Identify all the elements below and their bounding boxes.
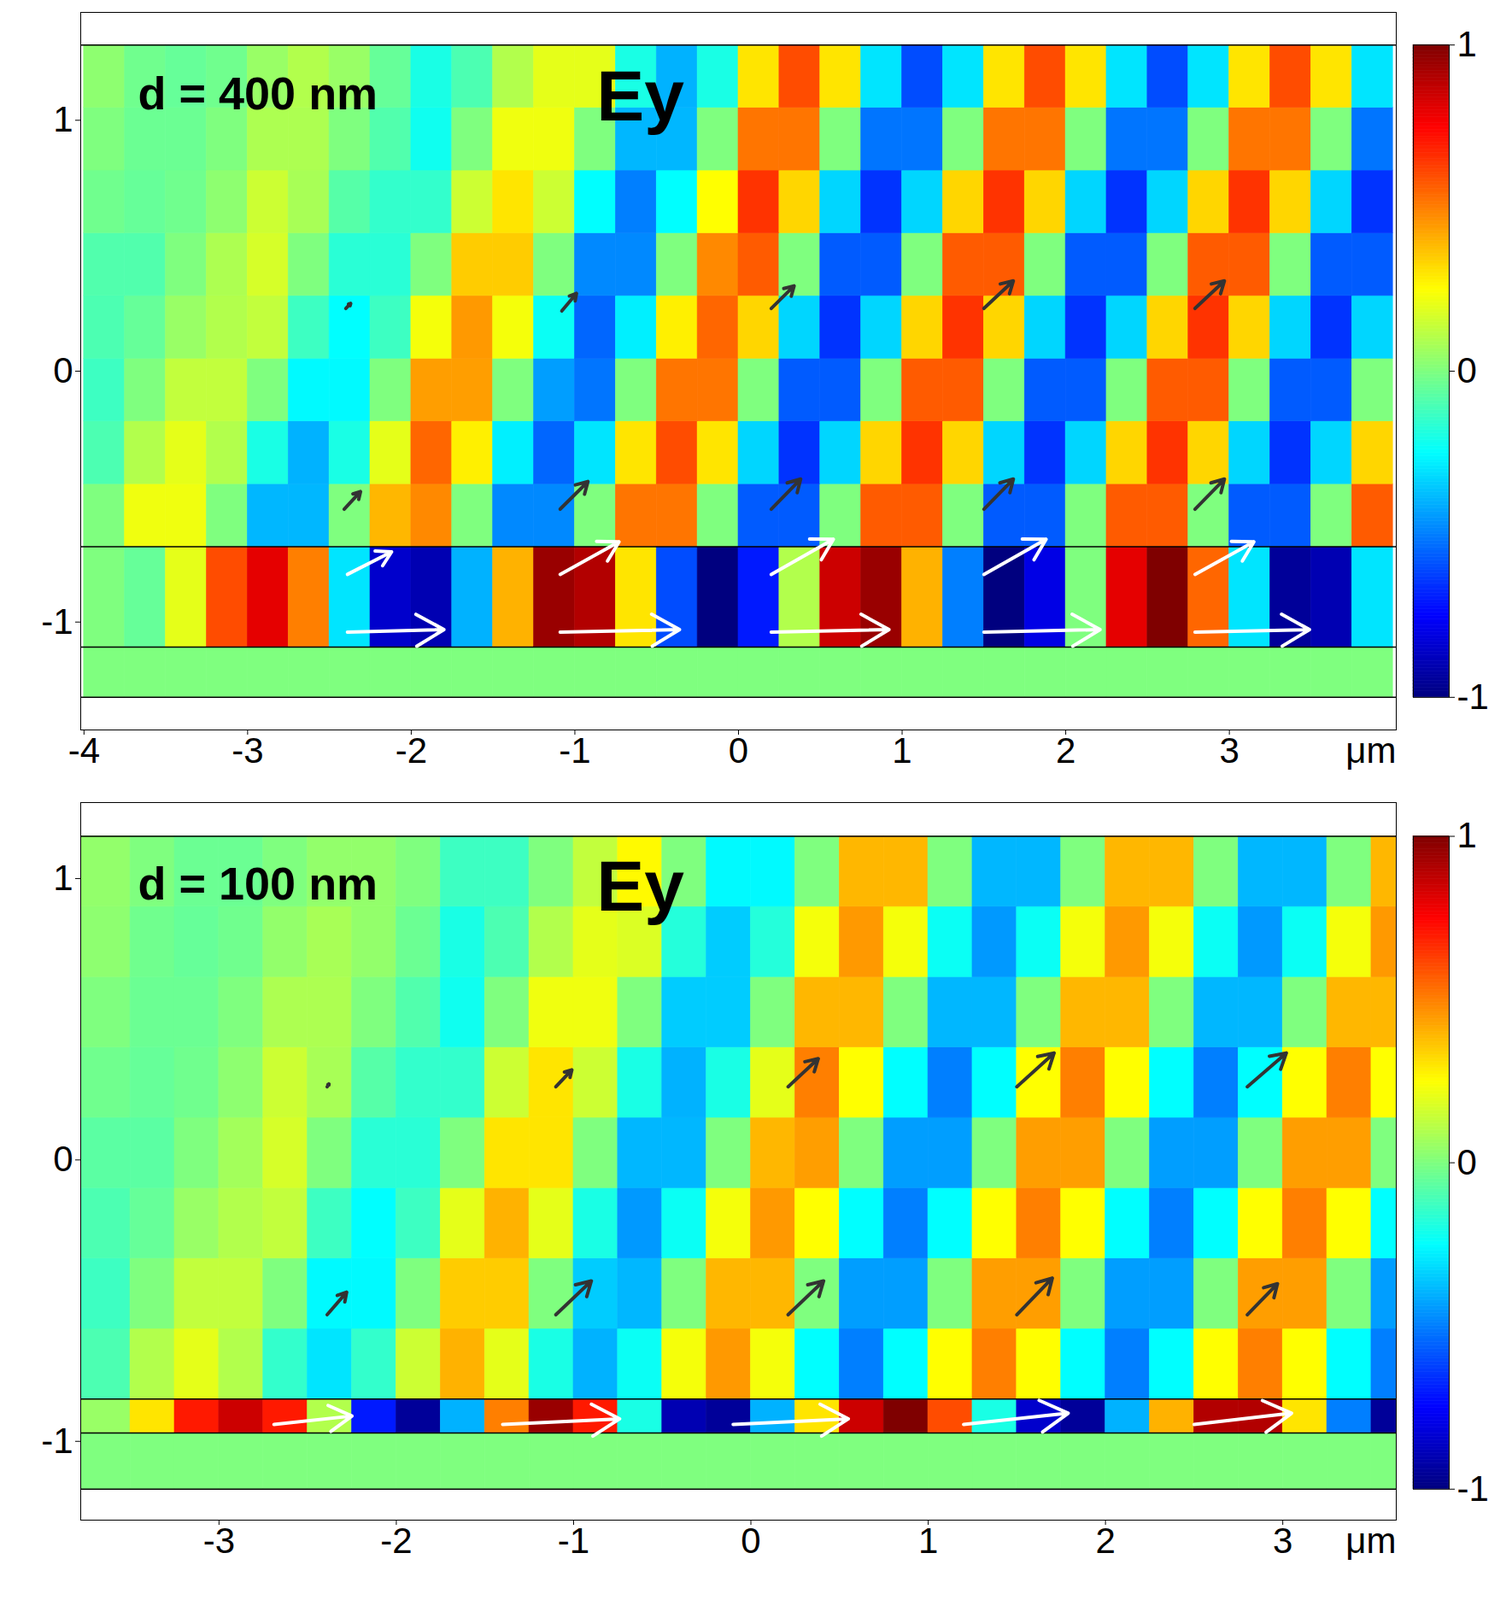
svg-text:1: 1 — [1457, 814, 1477, 856]
svg-text:d = 400 nm: d = 400 nm — [138, 67, 379, 119]
svg-text:0: 0 — [1457, 350, 1477, 391]
svg-text:-2: -2 — [395, 730, 428, 771]
svg-text:1: 1 — [918, 1520, 938, 1561]
svg-text:-1: -1 — [1457, 1468, 1489, 1509]
svg-text:0: 0 — [728, 730, 749, 771]
svg-text:-2: -2 — [380, 1520, 412, 1561]
svg-text:1: 1 — [52, 99, 73, 140]
svg-text:d = 100 nm: d = 100 nm — [138, 857, 379, 909]
svg-text:-1: -1 — [558, 730, 591, 771]
svg-text:μm: μm — [1345, 730, 1396, 771]
svg-text:2: 2 — [1055, 730, 1076, 771]
svg-text:1: 1 — [891, 730, 912, 771]
svg-text:-1: -1 — [557, 1520, 590, 1561]
svg-text:-3: -3 — [203, 1520, 235, 1561]
svg-text:3: 3 — [1218, 730, 1239, 771]
svg-text:Ey: Ey — [596, 55, 685, 136]
svg-text:1: 1 — [1457, 23, 1477, 65]
svg-text:0: 0 — [1457, 1142, 1477, 1183]
svg-text:2: 2 — [1095, 1520, 1115, 1561]
svg-text:-1: -1 — [1457, 676, 1489, 717]
svg-text:3: 3 — [1272, 1520, 1293, 1561]
svg-text:-3: -3 — [231, 730, 264, 771]
svg-text:μm: μm — [1345, 1520, 1396, 1561]
svg-text:0: 0 — [52, 350, 73, 391]
svg-text:Ey: Ey — [596, 845, 685, 926]
svg-text:-1: -1 — [41, 601, 73, 642]
svg-text:0: 0 — [52, 1138, 73, 1179]
svg-text:0: 0 — [740, 1520, 761, 1561]
svg-text:1: 1 — [52, 857, 73, 898]
svg-text:-1: -1 — [41, 1420, 73, 1461]
svg-text:-4: -4 — [68, 730, 100, 771]
